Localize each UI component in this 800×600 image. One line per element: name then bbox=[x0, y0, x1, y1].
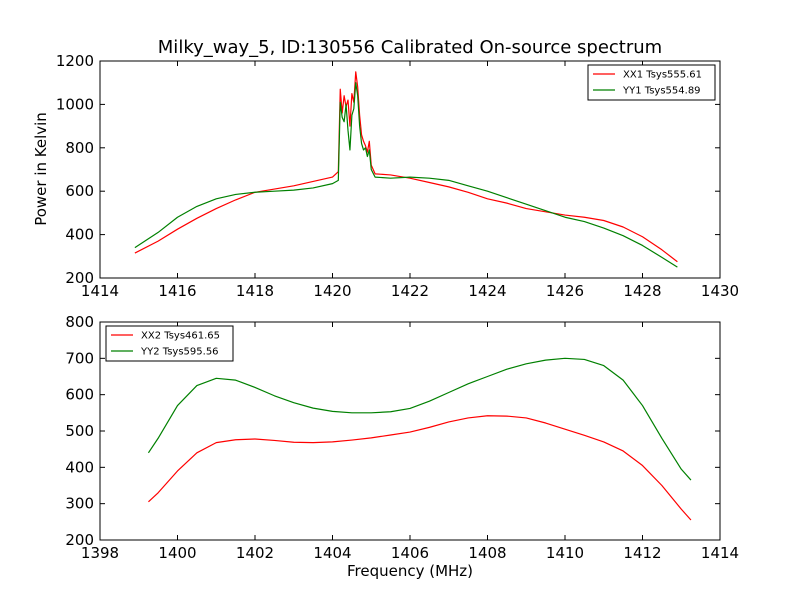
bottom-y-tick-label: 400 bbox=[65, 458, 94, 476]
top-legend-label-2: YY1 Tsys554.89 bbox=[622, 86, 701, 97]
bottom-series-line-1 bbox=[148, 415, 692, 521]
top-x-tick-label: 1428 bbox=[623, 282, 661, 300]
bottom-x-tick-label: 1402 bbox=[236, 544, 274, 562]
bottom-legend-label-1: XX2 Tsys461.65 bbox=[141, 331, 220, 342]
bottom-panel: 1398 1400 1402 1404 1406 1408 1410 1412 1414 200 3… bbox=[65, 313, 739, 562]
top-x-tick-label: 1420 bbox=[313, 282, 351, 300]
bottom-x-tick-label: 1412 bbox=[623, 544, 661, 562]
bottom-y-tick-label: 300 bbox=[65, 495, 94, 513]
top-x-tick-label: 1424 bbox=[468, 282, 506, 300]
top-y-tick-label: 1200 bbox=[56, 52, 94, 70]
top-legend-box bbox=[587, 64, 716, 101]
top-x-tick-label: 1426 bbox=[546, 282, 584, 300]
bottom-y-tick-label: 500 bbox=[65, 422, 94, 440]
top-y-tick-label: 200 bbox=[65, 269, 94, 287]
bottom-x-tick-label: 1406 bbox=[391, 544, 429, 562]
bottom-x-tick-label: 1414 bbox=[701, 544, 739, 562]
bottom-legend-box bbox=[105, 325, 234, 362]
top-x-tick-label: 1422 bbox=[391, 282, 429, 300]
top-y-tick-label: 400 bbox=[65, 226, 94, 244]
bottom-y-tick-label: 200 bbox=[65, 531, 94, 549]
top-y-tick-label: 800 bbox=[65, 139, 94, 157]
top-series-line-2 bbox=[134, 82, 678, 268]
bottom-x-tick-label: 1404 bbox=[313, 544, 351, 562]
bottom-x-tick-label: 1398 bbox=[81, 544, 119, 562]
top-y-tick-label: 1000 bbox=[56, 95, 94, 113]
top-panel: 1414 1416 1418 1420 1422 1424 1426 1428 1430 200 4… bbox=[56, 52, 739, 300]
bottom-y-tick-label: 600 bbox=[65, 386, 94, 404]
bottom-y-tick-label: 700 bbox=[65, 349, 94, 367]
top-y-tick-label: 600 bbox=[65, 182, 94, 200]
x-axis-label: Frequency (MHz) bbox=[347, 562, 473, 580]
bottom-x-tick-label: 1400 bbox=[158, 544, 196, 562]
bottom-x-tick-label: 1408 bbox=[468, 544, 506, 562]
y-axis-label-top: Power in Kelvin bbox=[32, 112, 50, 226]
top-legend-label-1: XX1 Tsys555.61 bbox=[623, 70, 702, 81]
top-x-tick-label: 1418 bbox=[236, 282, 274, 300]
top-x-tick-label: 1416 bbox=[158, 282, 196, 300]
bottom-legend-label-2: YY2 Tsys595.56 bbox=[140, 347, 219, 358]
bottom-series-line-2 bbox=[147, 357, 692, 481]
top-x-tick-label: 1414 bbox=[81, 282, 119, 300]
chart-title: Milky_way_5, ID:130556 Calibrated On-sou… bbox=[158, 37, 662, 58]
bottom-y-tick-label: 800 bbox=[65, 313, 94, 331]
bottom-x-tick-label: 1410 bbox=[546, 544, 584, 562]
top-series-line-1 bbox=[134, 71, 678, 263]
top-x-tick-label: 1430 bbox=[701, 282, 739, 300]
